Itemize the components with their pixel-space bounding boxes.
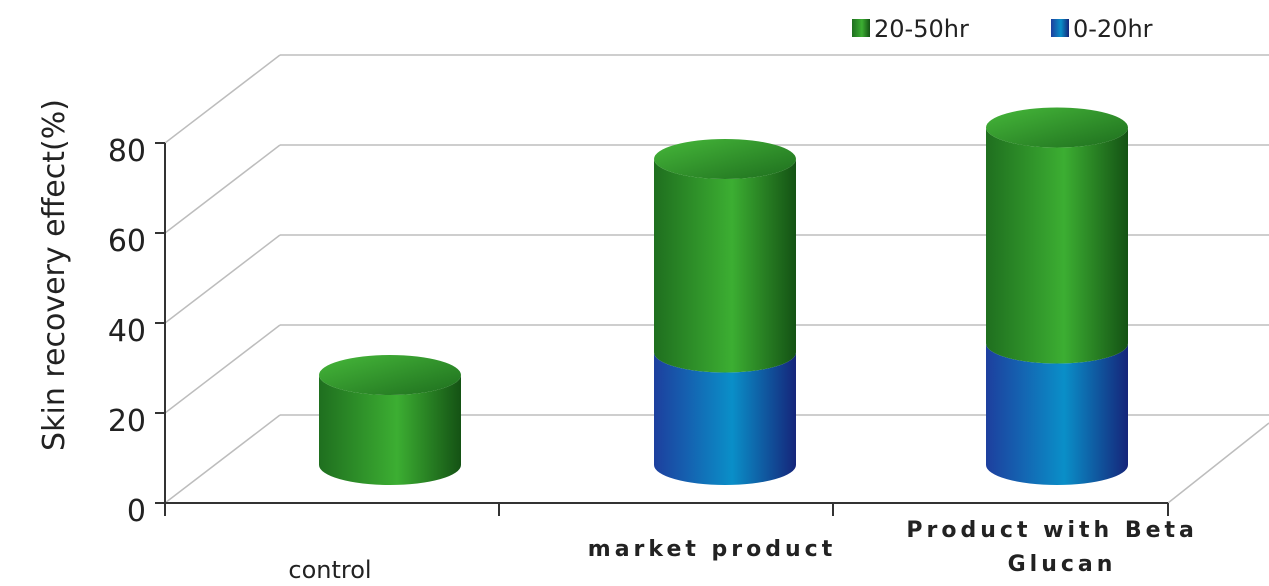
category-labels: control market product Product with Beta… [288, 518, 1209, 584]
y-tick-label-60: 60 [108, 224, 146, 259]
legend: 20-50hr 0-20hr [852, 15, 1153, 43]
y-tick-label-40: 40 [108, 314, 146, 349]
bars [319, 107, 1128, 485]
y-tick-labels: 0 20 40 60 80 [108, 134, 146, 529]
bar-product-with-beta-glucan-20-50hr [986, 127, 1128, 364]
legend-swatch-20-50hr [852, 19, 870, 37]
y-tick-label-80: 80 [108, 134, 146, 169]
category-label-beta-glucan: Product with Beta Glucan [906, 518, 1209, 577]
bar-top-control [319, 355, 461, 395]
floor-right-edge [1167, 422, 1269, 504]
grid-diagonal-20 [164, 324, 281, 414]
category-label-beta-glucan-line2: Glucan [1008, 552, 1117, 577]
grid-diagonal-0 [164, 414, 281, 504]
grid-diagonal-60 [164, 144, 281, 234]
legend-label-20-50hr: 20-50hr [874, 15, 969, 43]
legend-swatch-0-20hr [1051, 19, 1069, 37]
category-label-beta-glucan-line1: Product with Beta [906, 518, 1197, 543]
bar-top-product-with-beta-glucan [986, 107, 1128, 148]
y-tick-label-20: 20 [108, 404, 146, 439]
category-label-market-product: market product [588, 537, 836, 562]
bar-product-with-beta-glucan-0-20hr [986, 343, 1128, 485]
bar-market-product-0-20hr [654, 352, 796, 485]
x-axis [164, 502, 1169, 516]
grid-diagonal-40 [164, 234, 281, 324]
category-label-control: control [288, 556, 371, 584]
y-tick-label-0: 0 [127, 494, 146, 529]
y-axis-label: Skin recovery effect(%) [37, 99, 72, 451]
bar-control-20-50hr [319, 375, 461, 485]
bar-market-product-20-50hr [654, 159, 796, 373]
legend-label-0-20hr: 0-20hr [1073, 15, 1153, 43]
bar-top-market-product [654, 139, 796, 179]
grid-diagonal-80 [164, 54, 281, 144]
